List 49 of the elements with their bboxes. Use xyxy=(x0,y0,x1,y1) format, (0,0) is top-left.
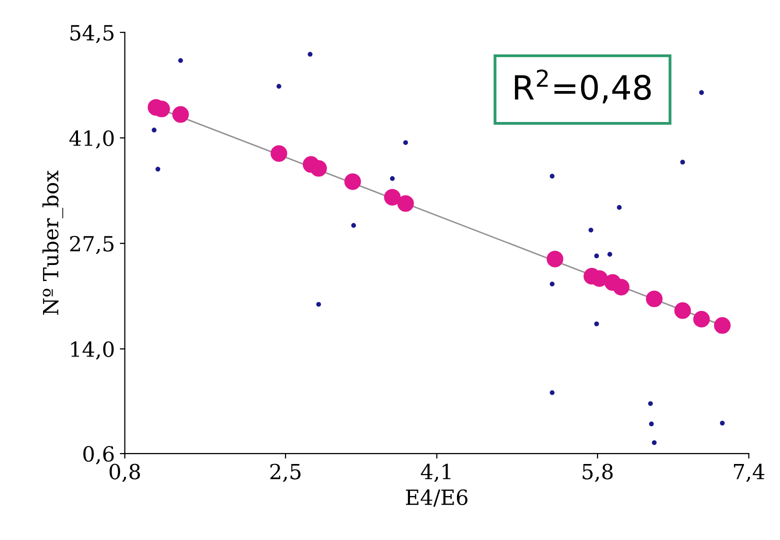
point xyxy=(550,282,555,286)
point xyxy=(172,106,189,123)
annotation: R$^{2}$=0,48 xyxy=(514,69,651,104)
x-tick-label: 0,8 xyxy=(110,464,140,482)
point xyxy=(155,166,160,172)
x-axis-title: E4/E6 xyxy=(406,489,468,507)
point xyxy=(550,174,555,179)
point xyxy=(616,205,622,210)
x-tick-label: 4,1 xyxy=(420,464,450,482)
point xyxy=(591,270,608,287)
y-tick-label: 14,0 xyxy=(71,341,114,360)
point xyxy=(178,58,183,63)
point xyxy=(652,440,657,446)
point xyxy=(351,223,356,228)
point xyxy=(680,160,686,165)
point xyxy=(588,228,594,232)
y-axis-title: Nº Tuber_box xyxy=(42,170,64,315)
point xyxy=(316,302,322,307)
point xyxy=(390,176,395,181)
y-tick-label: 0,6 xyxy=(83,446,114,464)
point xyxy=(693,310,710,328)
point xyxy=(310,160,327,177)
point xyxy=(674,302,691,319)
x-tick-label: 2,5 xyxy=(270,464,300,482)
y-tick-label: 41,0 xyxy=(69,130,114,149)
point xyxy=(714,317,731,334)
point xyxy=(648,401,653,406)
point xyxy=(152,128,157,132)
point xyxy=(546,250,564,268)
point xyxy=(344,173,361,190)
point xyxy=(607,252,612,257)
point xyxy=(403,140,408,145)
point xyxy=(594,321,599,326)
point xyxy=(270,145,288,162)
point xyxy=(397,195,414,212)
y-tick-label: 27,5 xyxy=(70,236,114,254)
point xyxy=(384,188,401,206)
point xyxy=(308,52,313,57)
point xyxy=(550,390,555,396)
point xyxy=(649,422,654,426)
point xyxy=(720,420,725,426)
y-tick-label: 54,5 xyxy=(70,24,114,44)
point xyxy=(699,90,704,95)
point xyxy=(646,290,663,308)
point xyxy=(276,84,282,89)
point xyxy=(612,278,630,296)
x-tick-label: 7,4 xyxy=(734,464,764,482)
x-tick-label: 5,8 xyxy=(582,464,613,482)
point xyxy=(594,254,599,258)
